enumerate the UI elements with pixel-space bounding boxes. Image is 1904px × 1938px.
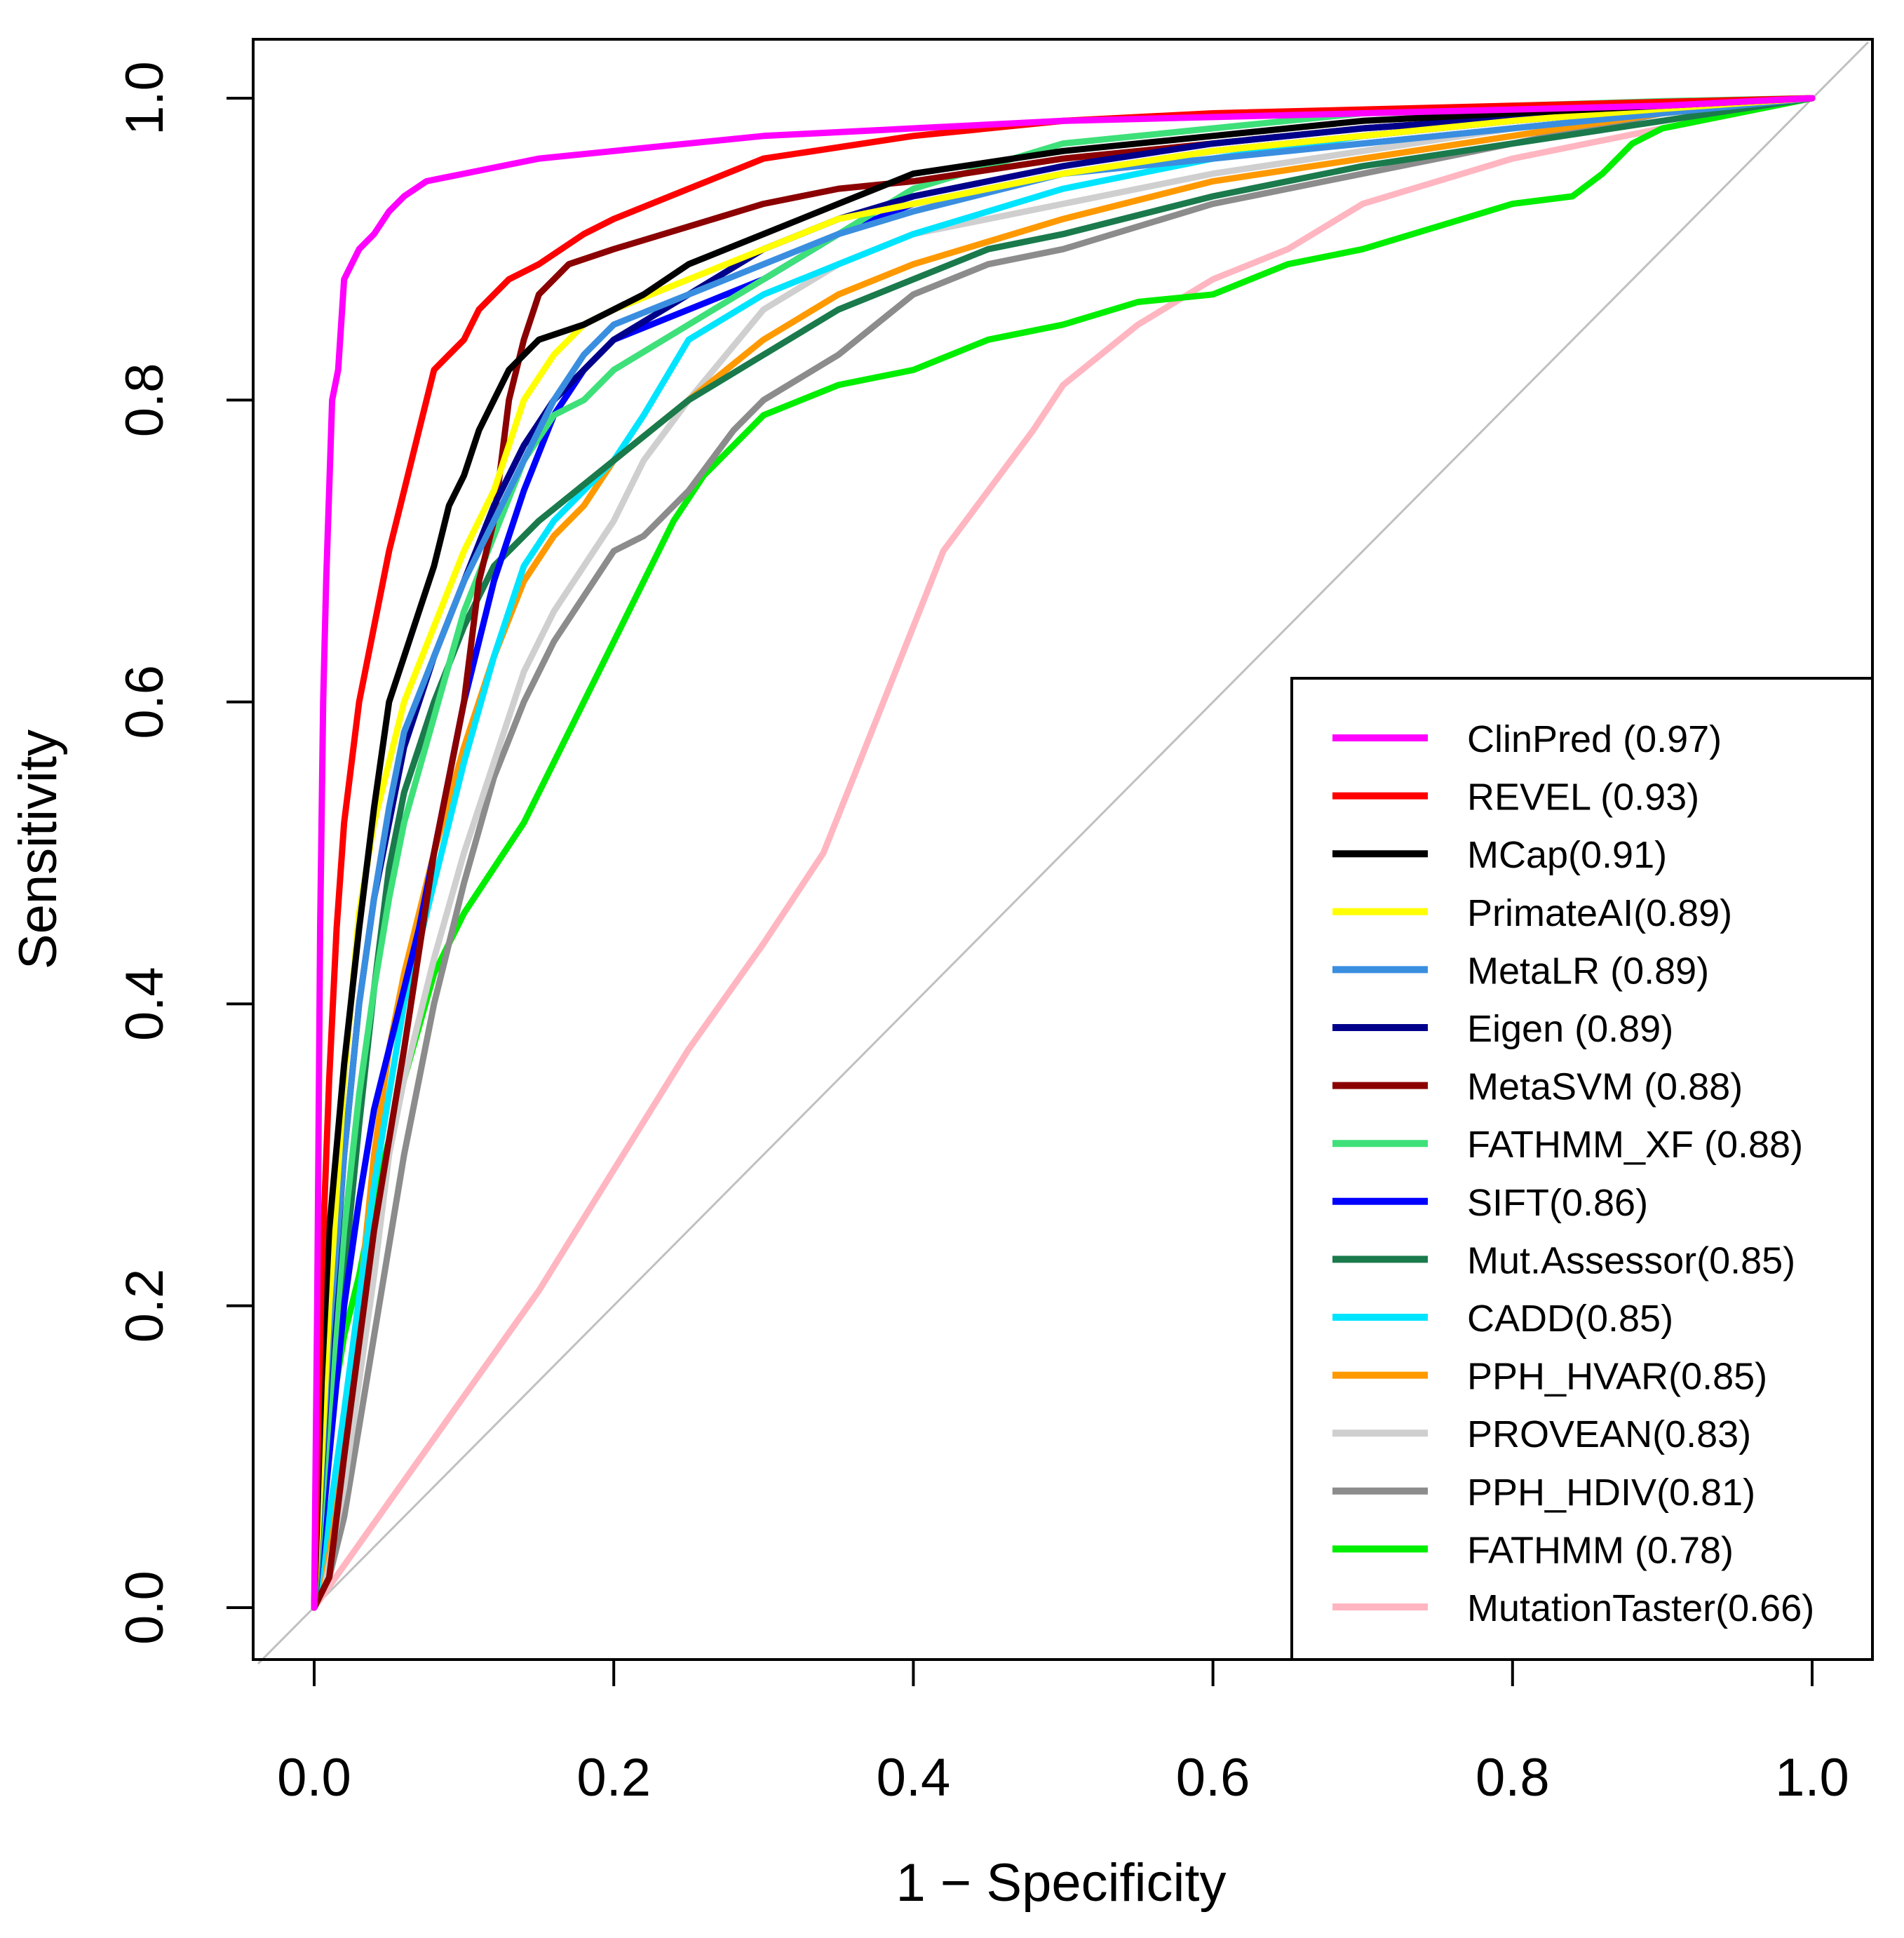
series-line-4 — [311, 95, 1816, 1611]
y-tick-label: 0.2 — [115, 1269, 175, 1343]
x-axis-label: 1 − Specificity — [896, 1853, 1227, 1913]
legend-label: MutationTaster(0.66) — [1467, 1587, 1814, 1629]
reference-diagonal — [257, 41, 1870, 1665]
y-tick-label: 0.8 — [115, 363, 175, 438]
y-axis: 0.0 0.2 0.4 0.6 0.8 1.0 — [115, 61, 255, 1645]
legend-box — [1290, 677, 1874, 1661]
legend-label: Mut.Assessor(0.85) — [1467, 1239, 1795, 1281]
series-line-7 — [311, 95, 1816, 1611]
legend-label: MetaSVM (0.88) — [1467, 1066, 1743, 1108]
legend-label: SIFT(0.86) — [1467, 1182, 1648, 1224]
x-tick-label: 0.0 — [277, 1748, 351, 1808]
x-tick-label: 1.0 — [1775, 1748, 1849, 1808]
legend-label: PrimateAI(0.89) — [1467, 892, 1732, 934]
y-tick-label: 0.0 — [115, 1570, 175, 1645]
legend-label: PPH_HDIV(0.81) — [1467, 1472, 1755, 1514]
y-tick-label: 0.6 — [115, 665, 175, 739]
legend-label: ClinPred (0.97) — [1467, 718, 1722, 760]
series-layer — [257, 41, 1870, 1665]
series-line-0 — [311, 95, 1816, 1611]
x-tick-label: 0.8 — [1476, 1748, 1550, 1808]
y-axis-label: Sensitivity — [8, 729, 68, 969]
legend-label: FATHMM (0.78) — [1467, 1529, 1734, 1571]
legend-label: PROVEAN(0.83) — [1467, 1413, 1751, 1455]
series-line-13 — [311, 95, 1816, 1611]
legend-label: MCap(0.91) — [1467, 834, 1667, 876]
x-tick-label: 0.2 — [576, 1748, 651, 1808]
y-tick-label: 0.4 — [115, 967, 175, 1041]
y-tick-label: 1.0 — [115, 61, 175, 135]
legend: ClinPred (0.97) REVEL (0.93) MCap(0.91) Pri… — [1290, 677, 1874, 1661]
series-line-15 — [311, 95, 1816, 1611]
x-tick-label: 0.6 — [1176, 1748, 1250, 1808]
series-line-2 — [311, 95, 1816, 1611]
series-line-11 — [311, 95, 1816, 1611]
legend-label: Eigen (0.89) — [1467, 1008, 1673, 1050]
series-line-12 — [311, 95, 1816, 1611]
x-axis: 0.0 0.2 0.4 0.6 0.8 1.0 — [277, 1658, 1849, 1808]
legend-label: REVEL (0.93) — [1467, 776, 1699, 819]
legend-label: FATHMM_XF (0.88) — [1467, 1124, 1803, 1166]
legend-label: PPH_HVAR(0.85) — [1467, 1356, 1767, 1398]
legend-label: MetaLR (0.89) — [1467, 950, 1709, 992]
series-line-1 — [311, 95, 1816, 1611]
legend-items: ClinPred (0.97) REVEL (0.93) MCap(0.91) Pri… — [1332, 718, 1814, 1629]
legend-label: CADD(0.85) — [1467, 1298, 1673, 1340]
x-tick-label: 0.4 — [877, 1748, 951, 1808]
